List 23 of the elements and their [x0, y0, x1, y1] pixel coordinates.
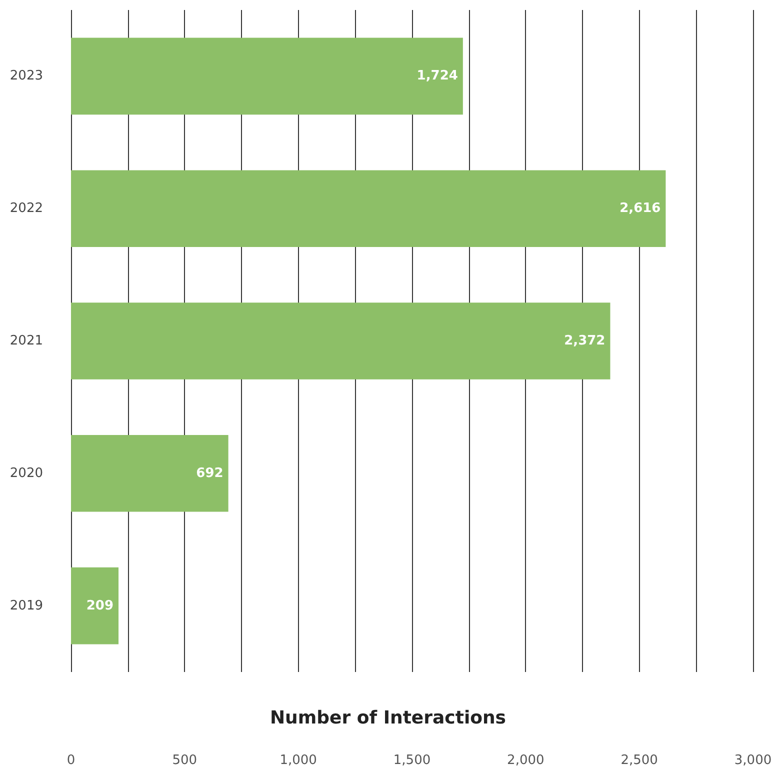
data-label: 209 [86, 598, 114, 614]
x-tick-label: 1,000 [280, 753, 317, 767]
data-label: 692 [196, 466, 224, 481]
y-tick-label: 2020 [10, 466, 43, 481]
x-tick-label: 3,000 [734, 753, 772, 767]
x-axis-title: Number of Interactions [270, 708, 506, 728]
y-tick-label: 2023 [10, 68, 43, 84]
data-label: 2,372 [564, 334, 606, 348]
bar [71, 567, 119, 644]
y-tick-label: 2022 [10, 201, 43, 216]
x-tick-label: 2,500 [620, 753, 658, 767]
x-tick-label: 2,000 [507, 753, 544, 767]
y-tick-label: 2019 [10, 598, 43, 614]
data-label: 2,616 [620, 201, 661, 216]
bar [71, 302, 610, 380]
x-tick-label: 1,500 [393, 753, 431, 767]
bar [71, 435, 228, 512]
y-tick-label: 2021 [10, 334, 43, 348]
data-label: 1,724 [416, 68, 458, 84]
bar [71, 170, 666, 247]
x-tick-label: 0 [66, 753, 76, 767]
bar [71, 38, 463, 115]
x-tick-label: 500 [172, 753, 198, 767]
